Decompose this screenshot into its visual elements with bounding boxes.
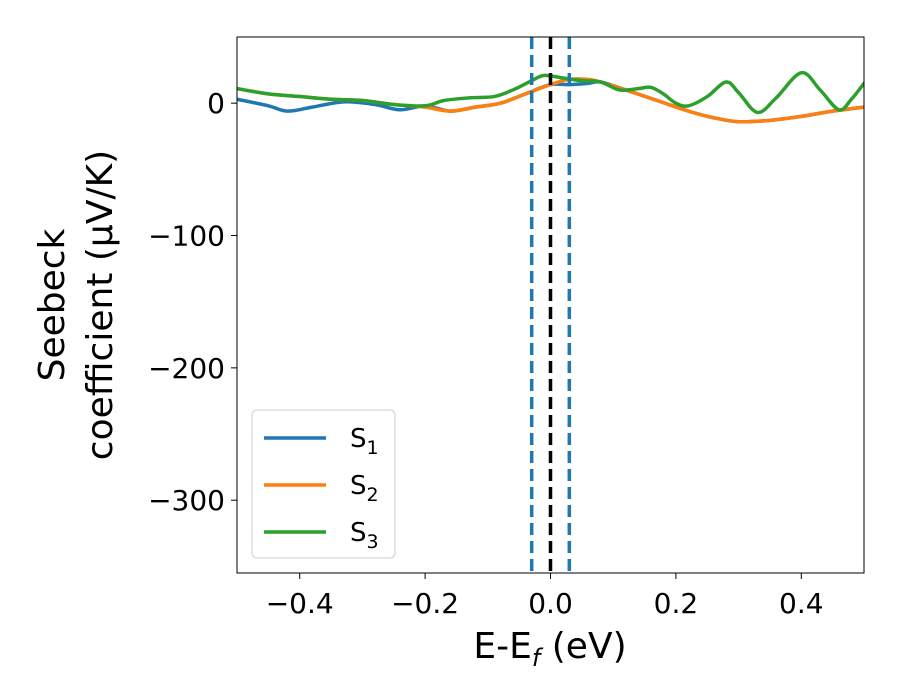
y-tick-label: −200 <box>148 352 225 385</box>
y-axis-label-line2: coefficient (μV/K) <box>80 150 121 460</box>
x-tick-label: 0.0 <box>528 587 573 620</box>
vline-layer <box>529 37 572 573</box>
x-axis-label: E-Ef (eV) <box>473 626 626 672</box>
x-tick-label: 0.2 <box>654 587 699 620</box>
y-axis-ticks: 0 −100 −200 −300 <box>148 87 237 517</box>
x-tick-label: −0.4 <box>266 587 334 620</box>
legend-entry-label: S3 <box>350 518 379 553</box>
x-tick-label: −0.2 <box>391 587 459 620</box>
legend-entry-label: S1 <box>350 424 379 459</box>
series-line-s3 <box>237 70 864 115</box>
y-tick-label: −300 <box>148 484 225 517</box>
y-tick-label: 0 <box>207 87 225 120</box>
legend-entry-label: S2 <box>350 471 379 506</box>
y-tick-label: −100 <box>148 220 225 253</box>
x-axis-ticks: −0.4 −0.2 0.0 0.2 0.4 <box>266 573 824 620</box>
x-tick-label: 0.4 <box>779 587 824 620</box>
legend: S1 S2 S3 <box>251 409 396 559</box>
y-axis-label-line1: Seebeck <box>32 228 73 381</box>
